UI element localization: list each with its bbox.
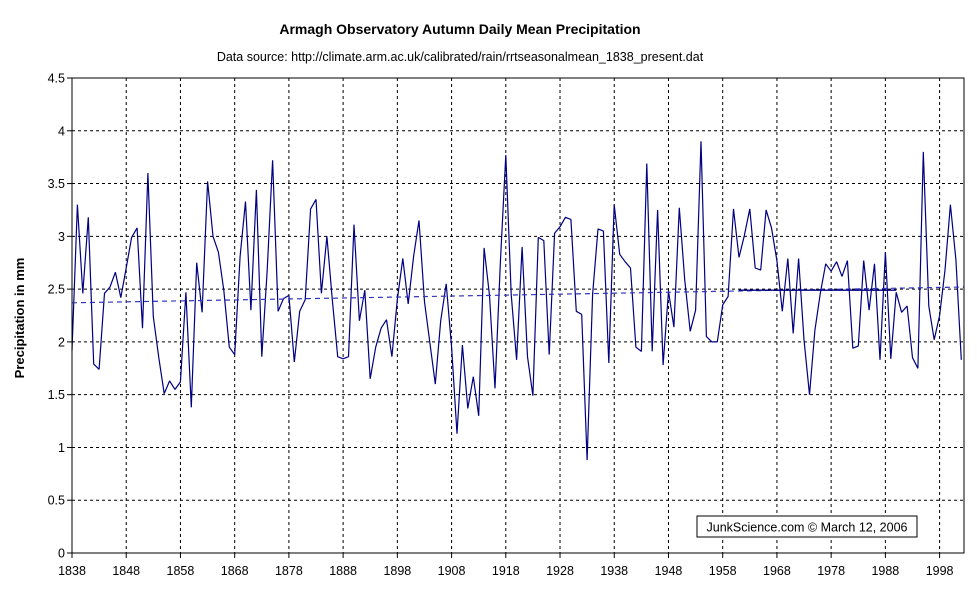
x-tick-label: 1868 [221, 564, 249, 578]
x-tick-label: 1858 [167, 564, 195, 578]
x-tick-label: 1988 [871, 564, 899, 578]
y-tick-label: 2.5 [48, 283, 65, 297]
y-tick-label: 0.5 [48, 494, 65, 508]
axis-ticks [67, 77, 941, 558]
x-tick-label: 1918 [492, 564, 520, 578]
y-tick-label: 0 [58, 547, 65, 561]
watermark-text: JunkScience.com © March 12, 2006 [707, 521, 908, 535]
x-tick-label: 1938 [600, 564, 628, 578]
autumn-daily-mean-precipitation [71, 141, 962, 461]
x-tick-label: 1908 [438, 564, 466, 578]
x-tick-label: 1928 [546, 564, 574, 578]
x-tick-label: 1898 [383, 564, 411, 578]
gridlines [72, 78, 964, 553]
y-tick-label: 2 [58, 335, 65, 349]
y-tick-label: 1 [58, 441, 65, 455]
y-tick-label: 3 [58, 230, 65, 244]
y-tick-label: 1.5 [48, 388, 65, 402]
x-tick-label: 1968 [763, 564, 791, 578]
watermark-box [696, 515, 918, 538]
y-tick-label: 4 [58, 124, 65, 138]
data-series-layer [71, 141, 965, 461]
x-tick-label: 1848 [112, 564, 140, 578]
chart-subtitle: Data source: http://climate.arm.ac.uk/ca… [217, 50, 704, 64]
x-tick-label: 1958 [709, 564, 737, 578]
axis-tick-labels: 0 0.5 1 1.5 2 2.5 3 3.5 4 4.5 1838 1848 1858 1868 1878… [48, 72, 954, 579]
x-tick-label: 1948 [655, 564, 683, 578]
y-tick-label: 4.5 [48, 72, 65, 86]
x-tick-label: 1838 [58, 564, 86, 578]
plot-border [71, 77, 965, 554]
linear-trend [71, 286, 965, 304]
x-tick-label: 1888 [329, 564, 357, 578]
x-tick-label: 1978 [817, 564, 845, 578]
x-tick-label: 1878 [275, 564, 303, 578]
y-axis-label: Precipitation in mm [12, 258, 27, 379]
chart-title: Armagh Observatory Autumn Daily Mean Pre… [279, 21, 640, 37]
x-tick-label: 1998 [926, 564, 954, 578]
y-tick-label: 3.5 [48, 177, 65, 191]
